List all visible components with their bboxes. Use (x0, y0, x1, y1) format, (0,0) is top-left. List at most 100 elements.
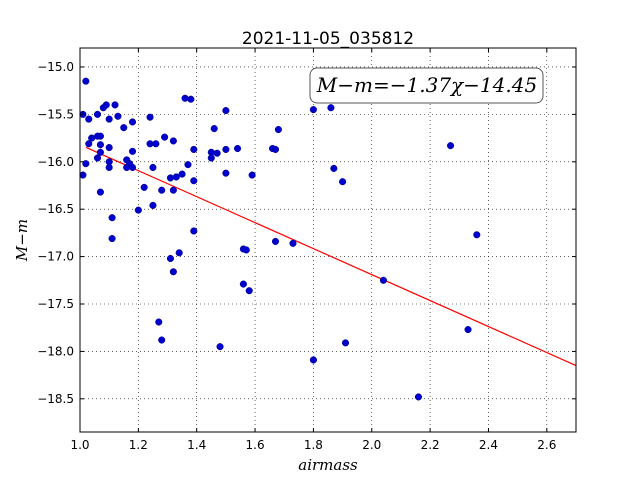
x-tick-label: 2.0 (362, 438, 381, 452)
data-point (327, 104, 335, 112)
data-point (82, 160, 90, 168)
x-tick-label: 2.6 (537, 438, 556, 452)
data-point (105, 115, 113, 123)
data-point (108, 235, 116, 243)
data-point (166, 174, 174, 182)
data-point (128, 118, 137, 126)
data-point (102, 101, 110, 109)
data-point (82, 77, 90, 85)
data-point (289, 239, 297, 247)
data-point (446, 142, 455, 150)
data-point (105, 163, 113, 172)
data-point (146, 113, 154, 121)
grid (79, 48, 576, 432)
data-point (414, 393, 422, 401)
data-point (309, 106, 317, 114)
data-point (161, 133, 169, 141)
data-point (128, 147, 137, 155)
data-point (120, 124, 128, 132)
y-tick-label: −17.5 (37, 297, 74, 311)
data-point (330, 164, 338, 172)
data-point (166, 254, 174, 263)
fit-line (85, 146, 577, 367)
y-tick-label: −15.5 (37, 107, 74, 121)
data-point (175, 249, 183, 257)
data-point (181, 94, 189, 102)
plot-area-frame (79, 47, 577, 433)
data-point (222, 107, 230, 115)
data-point (239, 280, 247, 288)
data-point (158, 186, 166, 194)
data-point (210, 125, 218, 133)
data-point (93, 154, 102, 162)
data-point (207, 148, 215, 156)
data-point (169, 268, 177, 276)
data-point (274, 125, 282, 134)
data-point (111, 101, 119, 109)
data-point (178, 170, 186, 178)
x-tick-label: 2.2 (421, 438, 440, 452)
x-tick-label: 1.2 (129, 438, 148, 452)
x-tick-label: 1.0 (70, 438, 89, 452)
fit-layer (85, 146, 577, 367)
data-point (271, 145, 280, 154)
data-point (152, 140, 160, 148)
data-point (172, 173, 180, 181)
x-axis-label: airmass (298, 456, 358, 474)
data-point (190, 227, 198, 235)
data-point (169, 137, 177, 145)
data-point (213, 149, 221, 157)
data-point (187, 95, 195, 103)
data-point (242, 246, 250, 254)
data-point (114, 112, 122, 120)
data-point (96, 141, 104, 149)
data-point (93, 110, 102, 118)
data-point (271, 237, 280, 245)
data-point (128, 163, 137, 172)
data-point (85, 115, 93, 123)
data-point (248, 171, 256, 179)
y-tick-label: −15.0 (37, 60, 74, 74)
data-point (79, 171, 87, 179)
data-point (108, 214, 116, 222)
data-point (96, 148, 104, 156)
fit-annotation: M−m=−1.37χ−14.45 (309, 67, 544, 104)
data-point (234, 144, 242, 153)
data-point (309, 356, 317, 364)
data-point (105, 144, 113, 152)
axis-ticks: 1.0 1.2 1.4 1.6 1.8 2.0 2.2 2.4 2.6 −15.0 −15.5 −16… (37, 48, 576, 452)
data-point (222, 145, 230, 154)
data-point (169, 186, 177, 194)
data-point (158, 336, 166, 344)
y-tick-label: −18.5 (37, 392, 74, 406)
data-point (339, 178, 347, 186)
y-axis-label: M−m (13, 219, 31, 262)
data-point (190, 145, 198, 154)
data-point (245, 287, 253, 295)
x-tick-label: 1.6 (246, 438, 265, 452)
data-point (341, 339, 350, 347)
data-point (190, 177, 198, 185)
data-point (149, 163, 157, 172)
y-tick-label: −16.0 (37, 155, 74, 169)
data-point (155, 318, 163, 326)
data-point (379, 276, 387, 284)
chart-title: 2021-11-05_035812 (242, 29, 414, 49)
data-point (216, 343, 224, 351)
data-point (184, 161, 192, 169)
y-tick-label: −16.5 (37, 202, 74, 216)
x-tick-label: 2.4 (479, 438, 498, 452)
data-point (96, 188, 104, 196)
data-point (85, 140, 93, 148)
x-tick-label: 1.4 (187, 438, 206, 452)
y-tick-label: −18.0 (37, 344, 74, 358)
annotation-text: M−m=−1.37χ−14.45 (316, 73, 537, 97)
data-point (96, 132, 104, 140)
annotation-box (309, 67, 544, 104)
data-point (473, 231, 481, 239)
data-point (134, 206, 142, 214)
y-tick-label: −17.0 (37, 250, 74, 264)
data-point (222, 169, 230, 177)
data-point (464, 326, 472, 334)
